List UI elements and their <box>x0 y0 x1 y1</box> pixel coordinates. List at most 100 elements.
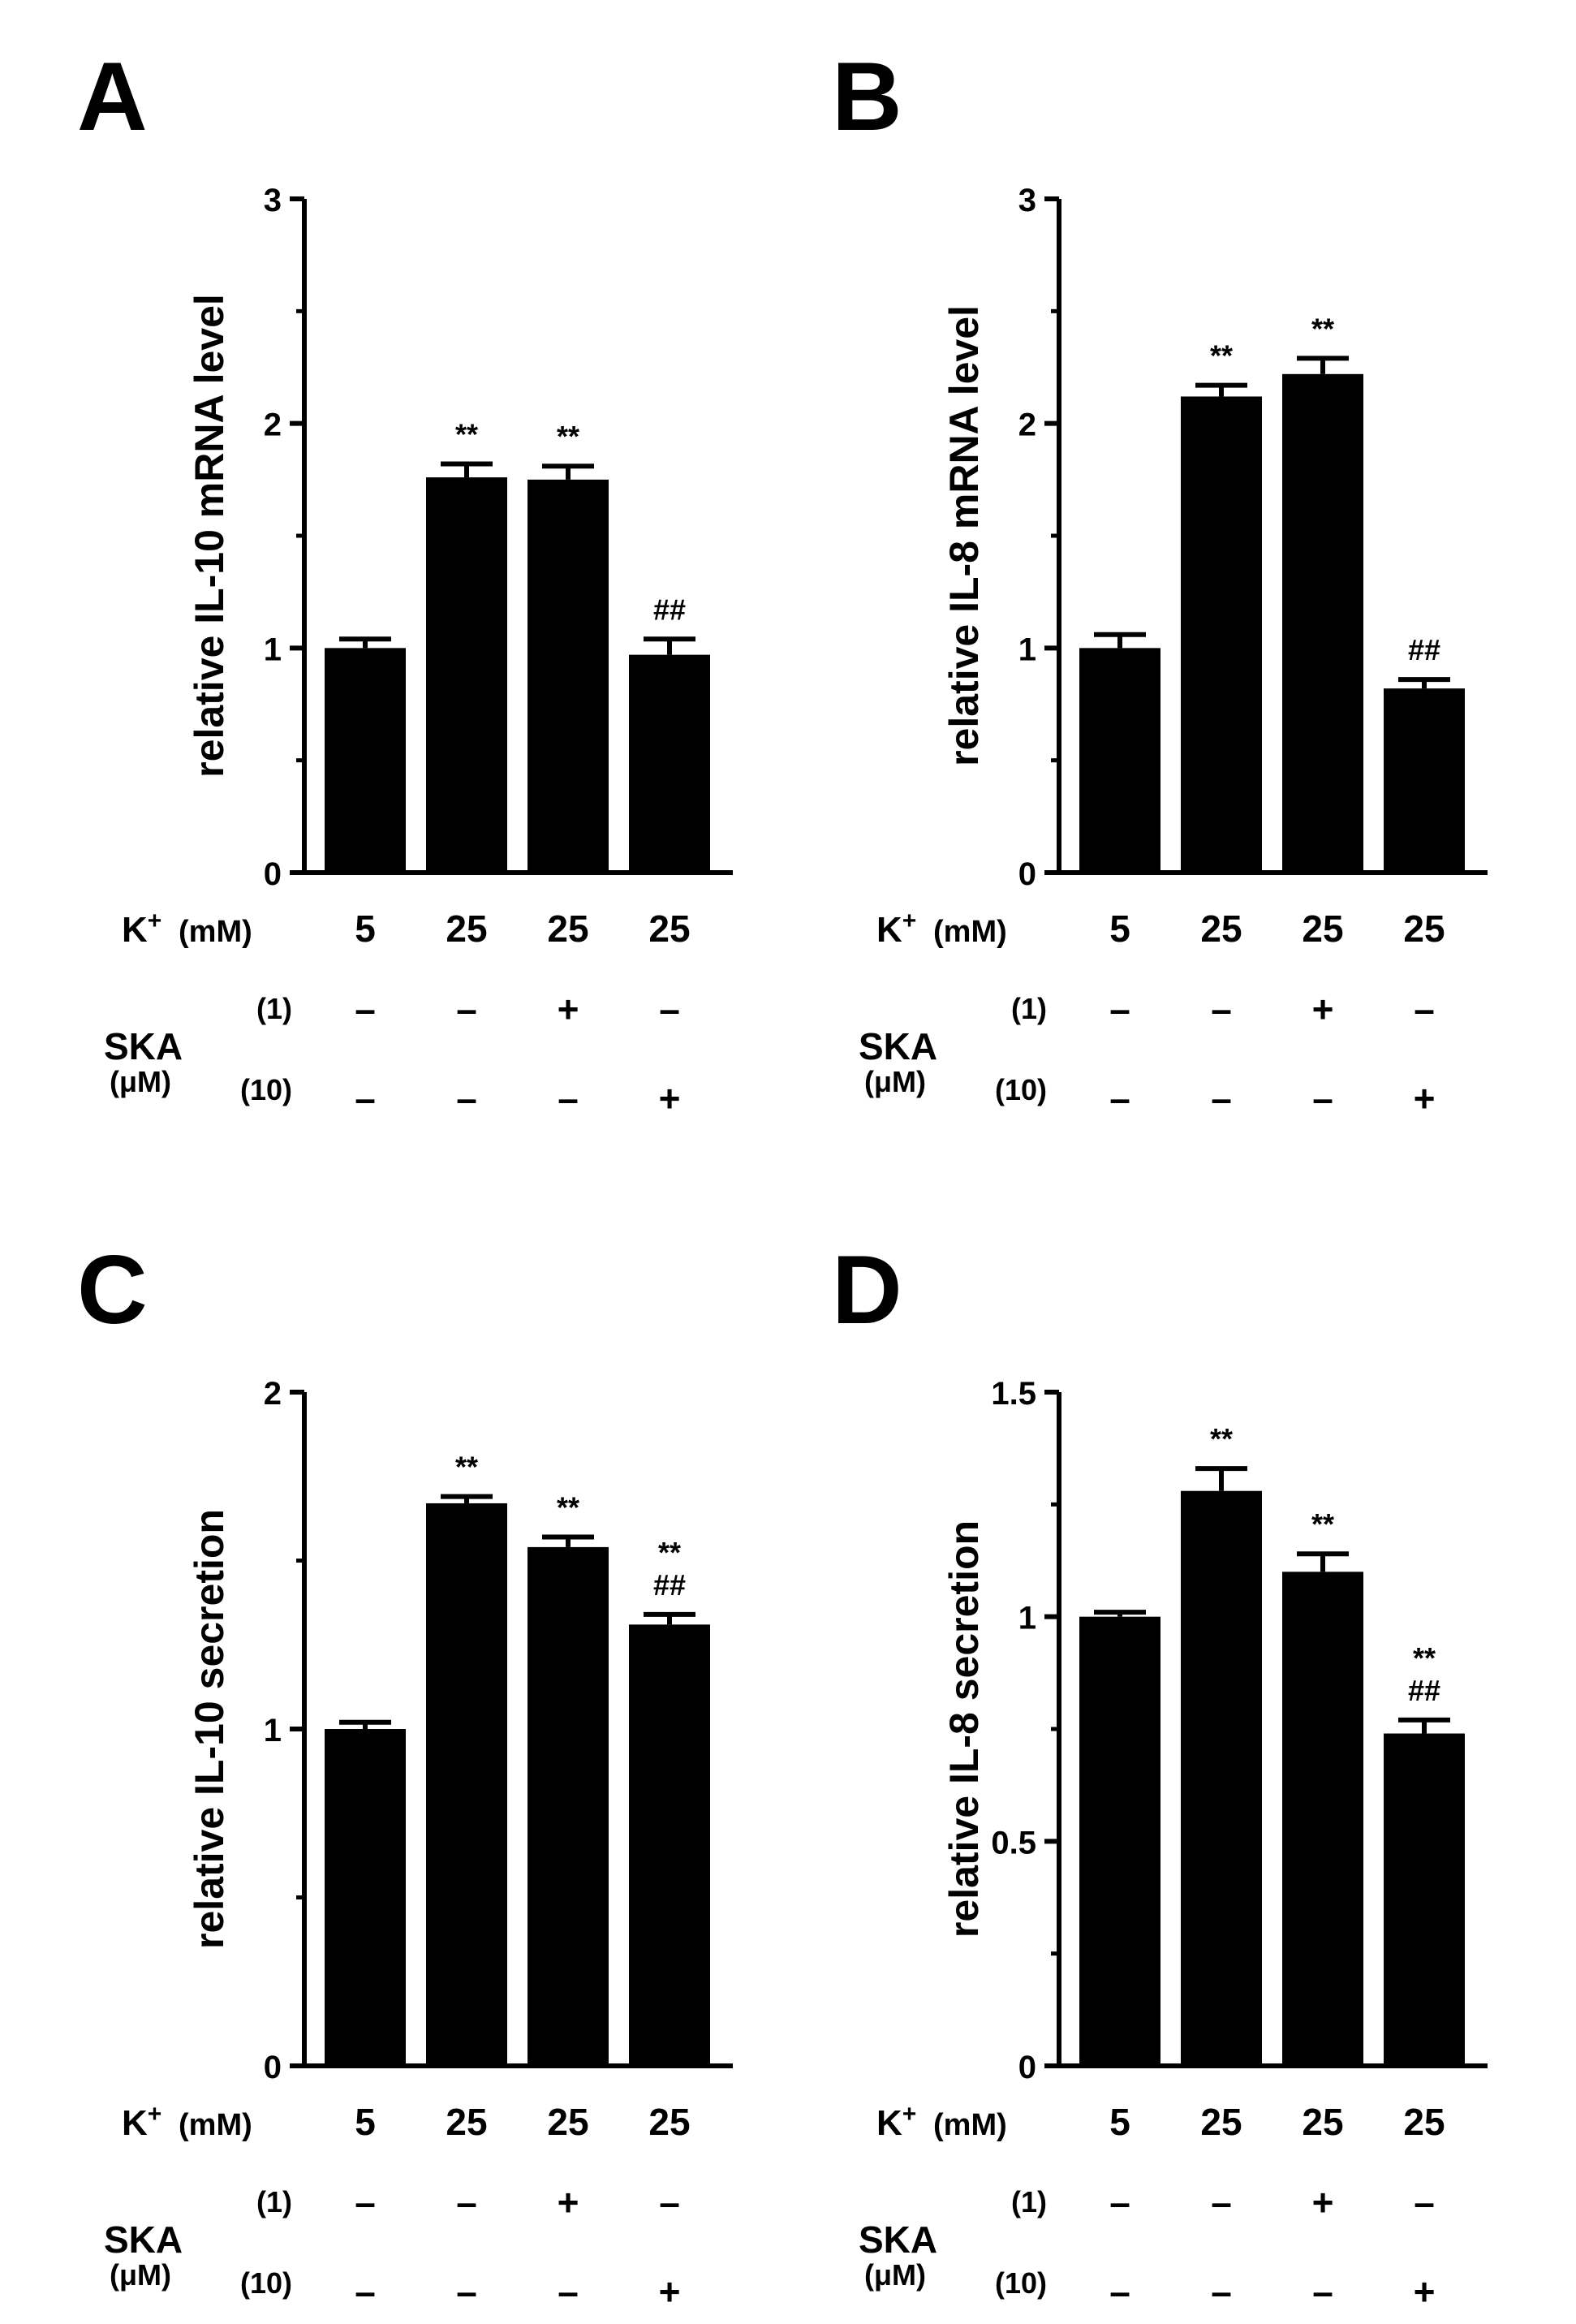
k-value: 5 <box>355 2101 376 2143</box>
ska-label: SKA <box>104 1025 183 1067</box>
k-value: 25 <box>446 2101 487 2143</box>
y-axis-title: relative IL-8 secretion <box>941 1520 987 1938</box>
bar <box>629 1624 710 2066</box>
bar <box>1181 396 1262 873</box>
k-value: 25 <box>648 908 690 950</box>
ska-label: SKA <box>859 1025 937 1067</box>
minus-mark: – <box>1109 988 1130 1030</box>
minus-mark: – <box>558 2270 579 2313</box>
ska-dose-10-label: (10) <box>995 1073 1047 1106</box>
k-unit: (mM) <box>179 2108 252 2142</box>
bar <box>1384 1733 1465 2066</box>
minus-mark: – <box>456 2181 477 2223</box>
panel-label-d: D <box>832 1235 902 1344</box>
y-tick-label: 1 <box>264 1713 282 1748</box>
y-tick-label: 0 <box>1018 2050 1036 2085</box>
panel-label-b: B <box>832 42 902 151</box>
k-value: 25 <box>1302 908 1343 950</box>
plus-mark: + <box>659 1077 681 1119</box>
bar <box>629 654 710 873</box>
bar <box>426 477 507 873</box>
y-tick-label: 0 <box>264 2050 282 2085</box>
y-tick-label: 2 <box>1018 407 1036 443</box>
y-tick-label: 0.5 <box>991 1825 1036 1860</box>
significance-hash: ## <box>1408 633 1440 666</box>
plus-mark: + <box>558 2181 579 2223</box>
significance-stars: ** <box>658 1536 681 1569</box>
minus-mark: – <box>456 1077 477 1119</box>
bar <box>1282 373 1363 873</box>
k-label-text: K <box>876 910 902 950</box>
minus-mark: – <box>1211 2181 1232 2223</box>
ska-unit: (μM) <box>864 1065 926 1098</box>
significance-hash: ## <box>1408 1674 1440 1707</box>
plus-mark: + <box>1414 1077 1436 1119</box>
plus-mark: + <box>659 2270 681 2313</box>
minus-mark: – <box>659 2181 680 2223</box>
y-axis-title: relative IL-8 mRNA level <box>941 305 987 766</box>
minus-mark: – <box>355 2181 376 2223</box>
k-value: 25 <box>1200 2101 1242 2143</box>
y-axis-title: relative IL-10 mRNA level <box>187 294 232 778</box>
k-unit: (mM) <box>179 915 252 949</box>
significance-hash: ## <box>653 1568 686 1602</box>
plus-mark: + <box>1312 2181 1334 2223</box>
minus-mark: – <box>1109 1077 1130 1119</box>
k-value: 25 <box>1403 908 1445 950</box>
k-value: 25 <box>648 2101 690 2143</box>
k-value: 5 <box>355 908 376 950</box>
bar <box>1181 1490 1262 2066</box>
ska-label: SKA <box>859 2218 937 2261</box>
significance-hash: ## <box>653 593 686 626</box>
minus-mark: – <box>1211 2270 1232 2313</box>
k-value: 25 <box>1403 2101 1445 2143</box>
significance-stars: ** <box>557 420 579 453</box>
bar <box>1282 1572 1363 2066</box>
k-value: 5 <box>1109 2101 1130 2143</box>
significance-stars: ** <box>557 1490 579 1524</box>
plus-mark: + <box>1312 988 1334 1030</box>
minus-mark: – <box>355 988 376 1030</box>
bar <box>426 1503 507 2066</box>
y-tick-label: 0 <box>1018 856 1036 892</box>
y-axis-title: relative IL-10 secretion <box>187 1509 232 1949</box>
minus-mark: – <box>1109 2270 1130 2313</box>
bar <box>325 1729 406 2066</box>
minus-mark: – <box>456 988 477 1030</box>
ska-dose-10-label: (10) <box>240 1073 292 1106</box>
plus-mark: + <box>558 988 579 1030</box>
k-label-superscript: + <box>148 2101 162 2128</box>
plus-mark: + <box>1414 2270 1436 2313</box>
y-tick-label: 1.5 <box>991 1376 1036 1412</box>
minus-mark: – <box>1414 988 1435 1030</box>
ska-dose-10-label: (10) <box>240 2266 292 2300</box>
k-value: 25 <box>1200 908 1242 950</box>
significance-stars: ** <box>1311 1507 1334 1541</box>
significance-stars: ** <box>1311 312 1334 345</box>
ska-unit: (μM) <box>864 2258 926 2292</box>
minus-mark: – <box>558 1077 579 1119</box>
k-label: K+ <box>122 2101 161 2143</box>
ska-dose-1-label: (1) <box>256 992 292 1025</box>
minus-mark: – <box>1414 2181 1435 2223</box>
significance-stars: ** <box>455 1451 478 1484</box>
y-tick-label: 1 <box>264 632 282 667</box>
y-tick-label: 3 <box>264 183 282 218</box>
minus-mark: – <box>355 1077 376 1119</box>
k-unit: (mM) <box>933 915 1007 949</box>
ska-unit: (μM) <box>110 2258 171 2292</box>
bar <box>527 1546 609 2066</box>
k-value: 5 <box>1109 908 1130 950</box>
y-tick-label: 1 <box>1018 1601 1036 1636</box>
significance-stars: ** <box>455 417 478 451</box>
k-label-superscript: + <box>902 908 917 934</box>
minus-mark: – <box>1109 2181 1130 2223</box>
ska-dose-1-label: (1) <box>1011 2185 1047 2218</box>
k-value: 25 <box>547 908 588 950</box>
minus-mark: – <box>659 988 680 1030</box>
significance-stars: ** <box>1210 1422 1233 1455</box>
ska-dose-1-label: (1) <box>256 2185 292 2218</box>
bar <box>325 648 406 873</box>
k-value: 25 <box>1302 2101 1343 2143</box>
